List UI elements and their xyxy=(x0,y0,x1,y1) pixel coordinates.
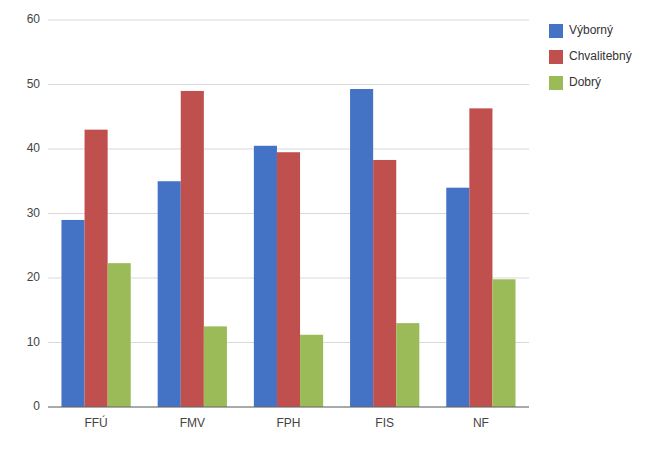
bar xyxy=(350,89,373,407)
bar xyxy=(300,335,323,407)
y-tick-label: 60 xyxy=(27,12,41,26)
x-axis-line xyxy=(48,407,529,408)
y-tick-label: 20 xyxy=(27,270,41,284)
x-tick-label: FFÚ xyxy=(84,415,107,430)
bar xyxy=(158,181,181,407)
legend-label: Chvalitebný xyxy=(569,49,632,63)
bar xyxy=(396,323,419,407)
bar xyxy=(61,220,84,407)
bar xyxy=(85,130,108,407)
bar xyxy=(181,91,204,407)
x-axis: FFÚ FMV FPH FIS NF xyxy=(84,415,488,430)
x-tick-label: FMV xyxy=(180,416,205,430)
legend-label: Dobrý xyxy=(569,75,601,89)
legend-swatch xyxy=(549,76,563,90)
bar xyxy=(446,188,469,407)
bar xyxy=(254,146,277,407)
legend-swatch xyxy=(549,24,563,38)
grid-line xyxy=(48,84,529,85)
y-tick-label: 30 xyxy=(27,206,41,220)
y-tick-label: 50 xyxy=(27,77,41,91)
legend: Výborný Chvalitebný Dobrý xyxy=(549,23,632,90)
x-tick-label: FPH xyxy=(277,416,301,430)
y-tick-label: 0 xyxy=(33,399,40,413)
bars xyxy=(61,89,515,407)
chart-svg: 0 10 20 30 40 50 60 FFÚ FMV FPH FIS NF Výborný Chvali… xyxy=(0,0,669,451)
y-tick-label: 10 xyxy=(27,335,41,349)
legend-label: Výborný xyxy=(569,23,613,37)
y-tick-label: 40 xyxy=(27,141,41,155)
bar xyxy=(469,108,492,407)
x-tick-label: FIS xyxy=(375,416,394,430)
x-tick-label: NF xyxy=(473,416,489,430)
grid-line xyxy=(48,149,529,150)
bar xyxy=(277,152,300,407)
chart-container: 0 10 20 30 40 50 60 FFÚ FMV FPH FIS NF Výborný Chvali… xyxy=(0,0,669,451)
grid-line xyxy=(48,407,529,408)
bar xyxy=(204,326,227,407)
grid-line xyxy=(48,20,529,21)
legend-swatch xyxy=(549,50,563,64)
bar xyxy=(373,160,396,407)
bar xyxy=(492,279,515,407)
bar xyxy=(108,263,131,407)
y-axis: 0 10 20 30 40 50 60 xyxy=(27,12,529,413)
